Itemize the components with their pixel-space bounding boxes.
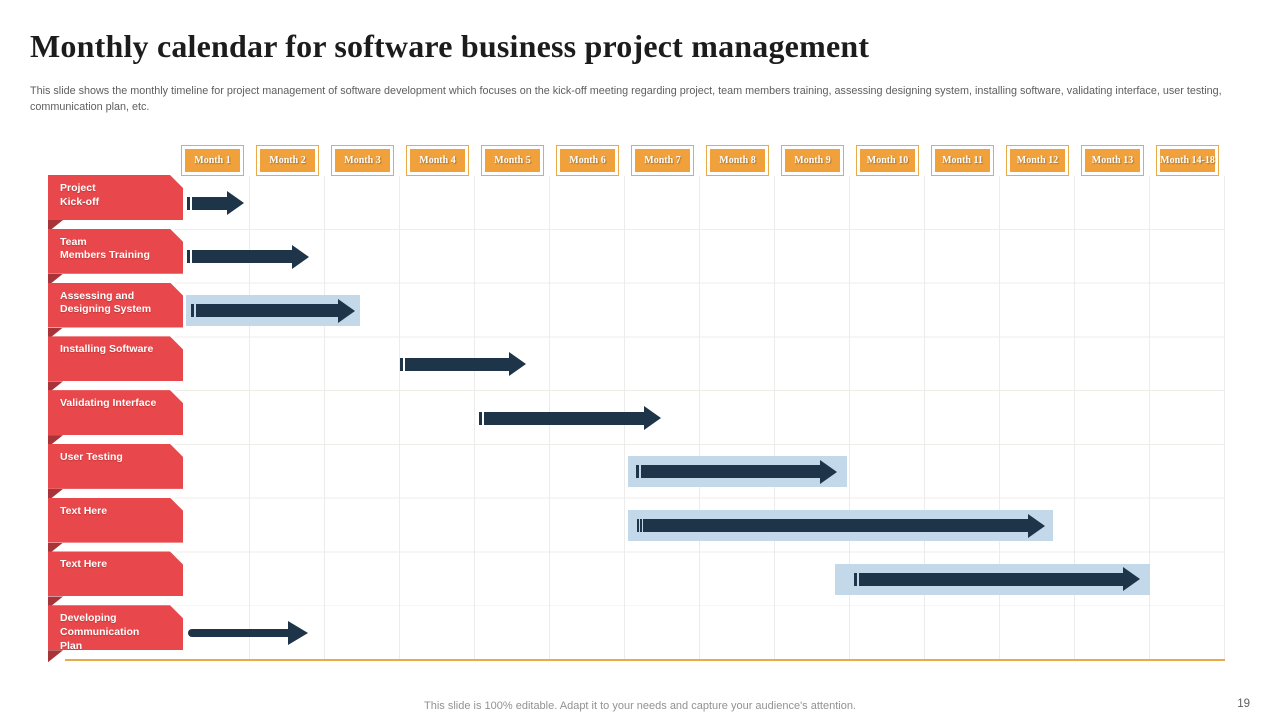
arrow-head-icon [291, 244, 309, 269]
month-header-3[interactable]: Month 3 [331, 145, 394, 176]
timeline-arrow[interactable] [187, 244, 309, 270]
arrow-start-tick [640, 519, 642, 533]
arrow-shaft [192, 196, 227, 210]
month-header-12[interactable]: Month 12 [1006, 145, 1069, 176]
arrow-head-icon [820, 459, 838, 484]
chart-baseline [65, 659, 1225, 661]
arrow-head-icon [509, 352, 526, 377]
month-header-label: Month 1 [185, 149, 240, 172]
arrow-start-tick [190, 304, 194, 318]
month-header-10[interactable]: Month 10 [856, 145, 919, 176]
timeline-arrow[interactable] [853, 566, 1141, 592]
month-header-13[interactable]: Month 13 [1081, 145, 1144, 176]
page-title: Monthly calendar for software business p… [30, 28, 870, 64]
arrow-head-icon [1028, 513, 1045, 538]
arrow-start-tick [187, 250, 190, 264]
month-header-label: Month 9 [785, 149, 840, 172]
month-header-14[interactable]: Month 14-18 [1156, 145, 1219, 176]
month-header-2[interactable]: Month 2 [256, 145, 319, 176]
chart-grid [175, 176, 1225, 660]
arrow-shaft [483, 411, 644, 425]
arrow-shaft [195, 304, 338, 318]
task-label-ribbon[interactable]: Developing Communication Plan [48, 605, 183, 650]
month-header-7[interactable]: Month 7 [631, 145, 694, 176]
month-header-9[interactable]: Month 9 [781, 145, 844, 176]
month-header-label: Month 6 [560, 149, 615, 172]
arrow-start-tick [636, 465, 640, 479]
timeline-arrow[interactable] [478, 405, 661, 431]
arrow-head-icon [338, 298, 355, 323]
month-header-label: Month 2 [260, 149, 315, 172]
month-header-label: Month 4 [410, 149, 465, 172]
month-header-label: Month 8 [710, 149, 765, 172]
month-header-6[interactable]: Month 6 [556, 145, 619, 176]
month-header-label: Month 7 [635, 149, 690, 172]
month-header-8[interactable]: Month 8 [706, 145, 769, 176]
slide-description: This slide shows the monthly timeline fo… [30, 85, 1222, 113]
month-header-label: Month 13 [1085, 149, 1140, 172]
month-header-label: Month 5 [485, 149, 540, 172]
task-label-ribbon[interactable]: Installing Software [48, 336, 183, 381]
arrow-start-tick [400, 357, 403, 371]
gantt-chart: Month 1 Month 2 Month 3 Month 4 Month 5 Month… [0, 140, 1280, 670]
arrow-shaft [641, 465, 821, 479]
ribbon-fold-decoration [48, 650, 63, 663]
arrow-shaft [187, 629, 288, 638]
arrow-shaft [858, 572, 1124, 586]
arrow-shaft [192, 250, 292, 264]
timeline-arrow[interactable] [190, 298, 355, 324]
arrow-head-icon [644, 406, 661, 431]
month-header-label: Month 12 [1010, 149, 1065, 172]
timeline-arrow[interactable] [400, 351, 526, 377]
month-header-11[interactable]: Month 11 [931, 145, 994, 176]
arrow-shaft [405, 357, 509, 371]
task-label-ribbon[interactable]: Project Kick-off [48, 175, 183, 220]
month-header-4[interactable]: Month 4 [406, 145, 469, 176]
arrow-start-tick [478, 411, 482, 425]
timeline-arrow[interactable] [636, 459, 838, 485]
month-header-label: Month 3 [335, 149, 390, 172]
month-header-5[interactable]: Month 5 [481, 145, 544, 176]
month-header-label: Month 14-18 [1160, 149, 1215, 172]
timeline-arrow[interactable] [637, 513, 1045, 539]
month-header-row: Month 1 Month 2 Month 3 Month 4 Month 5 Month… [175, 145, 1225, 176]
arrow-start-tick [853, 572, 857, 586]
task-label-ribbon[interactable]: Text Here [48, 498, 183, 543]
arrow-shaft [643, 519, 1028, 533]
arrow-start-tick [187, 196, 190, 210]
timeline-arrow[interactable] [187, 190, 244, 216]
task-label-ribbon[interactable]: Text Here [48, 551, 183, 596]
page-number: 19 [1237, 698, 1250, 710]
task-label-ribbon[interactable]: User Testing [48, 444, 183, 489]
task-label-ribbon[interactable]: Team Members Training [48, 229, 183, 274]
arrow-head-icon [287, 621, 308, 646]
month-header-1[interactable]: Month 1 [181, 145, 244, 176]
month-header-label: Month 10 [860, 149, 915, 172]
arrow-head-icon [1123, 567, 1141, 592]
timeline-arrow[interactable] [187, 620, 308, 646]
arrow-start-tick [637, 519, 639, 533]
arrow-head-icon [227, 191, 244, 215]
task-label-ribbon[interactable]: Assessing and Designing System [48, 283, 183, 328]
footer-note: This slide is 100% editable. Adapt it to… [424, 700, 856, 712]
task-label-ribbon[interactable]: Validating Interface [48, 390, 183, 435]
month-header-label: Month 11 [935, 149, 990, 172]
